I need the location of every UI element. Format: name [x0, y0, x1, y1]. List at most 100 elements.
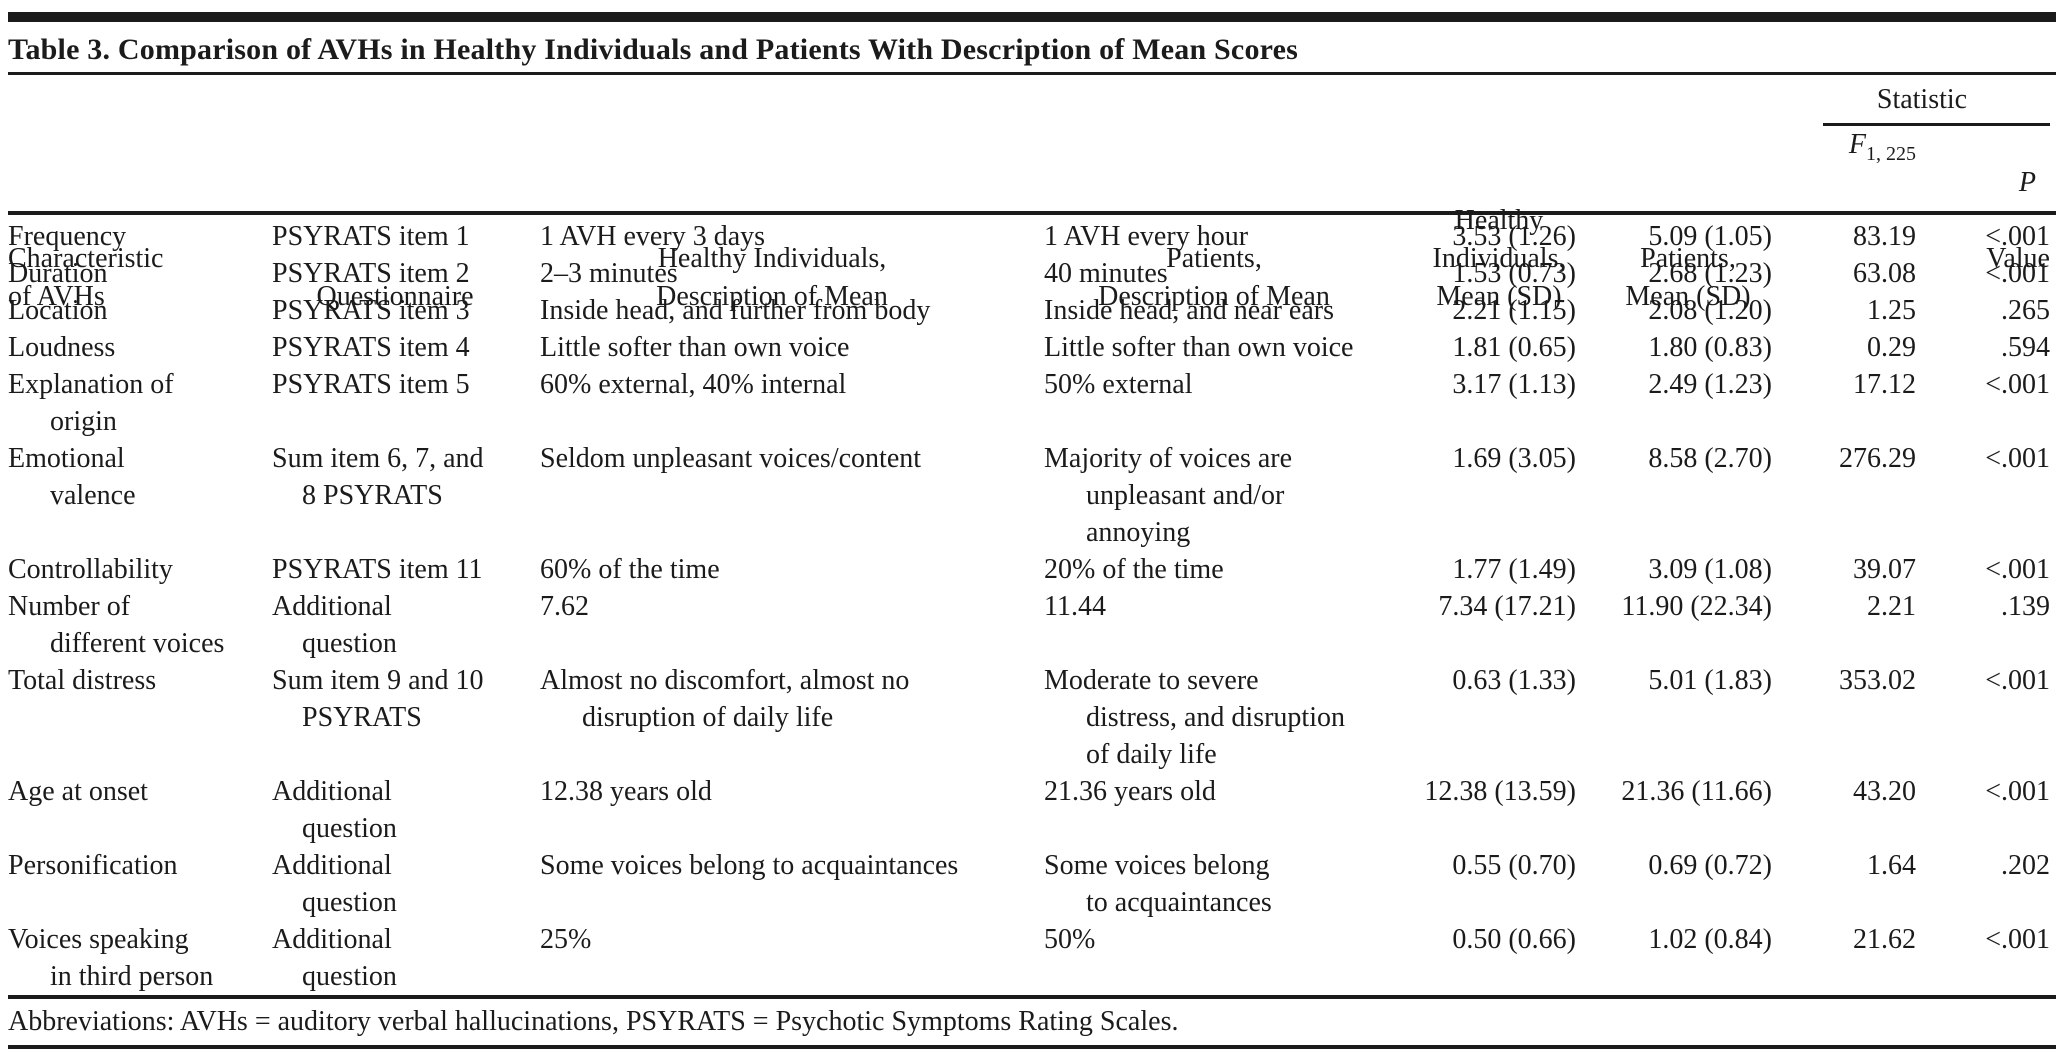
- cell-p-value: .202: [2001, 850, 2050, 881]
- cell-patients-description: 50% external: [1044, 369, 1193, 400]
- cell-p-value: <.001: [1985, 776, 2050, 807]
- table-row: Age at onset Additional question 12.38 y…: [8, 773, 2056, 847]
- cell-healthy-description: Inside head, and further from body: [540, 295, 931, 326]
- cell-f-statistic: 1.64: [1867, 850, 1916, 881]
- statistic-spanner-rule: [1823, 123, 2050, 126]
- cell-questionnaire: PSYRATS item 2: [272, 258, 470, 289]
- cell-f-statistic: 276.29: [1839, 443, 1916, 474]
- cell-healthy-mean-sd: 0.55 (0.70): [1452, 850, 1576, 881]
- bottom-rule: [8, 1045, 2056, 1049]
- cell-healthy-mean-sd: 3.53 (1.26): [1452, 221, 1576, 252]
- cell-characteristic: Controllability: [8, 554, 173, 585]
- cell-healthy-mean-sd: 0.63 (1.33): [1452, 665, 1576, 696]
- cell-healthy-mean-sd: 3.17 (1.13): [1452, 369, 1576, 400]
- statistic-subheaders: F1, 225 P Value: [1788, 126, 2056, 322]
- cell-patients-mean-sd: 2.08 (1.20): [1648, 295, 1772, 326]
- table-body: Frequency PSYRATS item 1 1 AVH every 3 d…: [8, 215, 2056, 995]
- table-row: Emotional valence Sum item 6, 7, and 8 P…: [8, 440, 2056, 551]
- cell-healthy-description: 12.38 years old: [540, 776, 712, 807]
- cell-f-statistic: 63.08: [1853, 258, 1916, 289]
- cell-f-statistic: 353.02: [1839, 665, 1916, 696]
- table-row: Total distress Sum item 9 and 10 PSYRATS…: [8, 662, 2056, 773]
- cell-patients-mean-sd: 2.49 (1.23): [1648, 369, 1772, 400]
- cell-healthy-description: 1 AVH every 3 days: [540, 221, 766, 252]
- table-row: Controllability PSYRATS item 11 60% of t…: [8, 551, 2056, 588]
- cell-f-statistic: 39.07: [1853, 554, 1916, 585]
- cell-healthy-description: 60% of the time: [540, 554, 720, 585]
- cell-f-statistic: 83.19: [1853, 221, 1916, 252]
- cell-characteristic: Loudness: [8, 332, 116, 363]
- cell-patients-description: 40 minutes: [1044, 258, 1168, 289]
- cell-characteristic: Voices speaking in third person: [8, 924, 214, 992]
- cell-characteristic: Emotional valence: [8, 443, 136, 511]
- cell-p-value: <.001: [1985, 443, 2050, 474]
- cell-patients-description: 1 AVH every hour: [1044, 221, 1249, 252]
- cell-healthy-mean-sd: 1.77 (1.49): [1452, 554, 1576, 585]
- cell-f-statistic: 2.21: [1867, 591, 1916, 622]
- col-header-healthy-mean: Healthy Individuals, Mean (SD): [1432, 205, 1566, 312]
- table-row: Frequency PSYRATS item 1 1 AVH every 3 d…: [8, 218, 2056, 255]
- table-header: Characteristic of AVHs Questionnaire Hea…: [8, 75, 2056, 312]
- cell-patients-description: Little softer than own voice: [1044, 332, 1354, 363]
- cell-healthy-mean-sd: 1.69 (3.05): [1452, 443, 1576, 474]
- cell-healthy-description: 2–3 minutes: [540, 258, 678, 289]
- cell-questionnaire: Additional question: [272, 924, 397, 992]
- table-row: Number of different voices Additional qu…: [8, 588, 2056, 662]
- cell-characteristic: Number of different voices: [8, 591, 225, 659]
- cell-patients-mean-sd: 1.80 (0.83): [1648, 332, 1772, 363]
- cell-questionnaire: Additional question: [272, 776, 397, 844]
- cell-patients-mean-sd: 5.01 (1.83): [1648, 665, 1772, 696]
- cell-patients-description: 21.36 years old: [1044, 776, 1216, 807]
- cell-questionnaire: Additional question: [272, 591, 397, 659]
- f-degrees-of-freedom: 1, 225: [1866, 143, 1916, 165]
- col-header-questionnaire: Questionnaire: [316, 281, 474, 312]
- cell-healthy-description: Little softer than own voice: [540, 332, 850, 363]
- cell-f-statistic: 0.29: [1867, 332, 1916, 363]
- cell-patients-mean-sd: 5.09 (1.05): [1648, 221, 1772, 252]
- p-value-word: Value: [1986, 243, 2050, 274]
- paper-table: Table 3. Comparison of AVHs in Healthy I…: [0, 12, 2064, 1049]
- col-header-f-statistic: F1, 225: [1788, 126, 1920, 322]
- cell-f-statistic: 43.20: [1853, 776, 1916, 807]
- cell-patients-description: 50%: [1044, 924, 1096, 955]
- cell-healthy-description: 60% external, 40% internal: [540, 369, 847, 400]
- cell-f-statistic: 1.25: [1867, 295, 1916, 326]
- cell-healthy-description: 25%: [540, 924, 592, 955]
- cell-characteristic: Frequency: [8, 221, 127, 252]
- cell-p-value: <.001: [1985, 924, 2050, 955]
- cell-questionnaire: Additional question: [272, 850, 397, 918]
- cell-characteristic: Location: [8, 295, 108, 326]
- col-header-healthy-description: Healthy Individuals, Description of Mean: [656, 243, 888, 312]
- col-header-characteristic: Characteristic of AVHs: [8, 243, 164, 312]
- cell-p-value: <.001: [1985, 665, 2050, 696]
- cell-patients-mean-sd: 8.58 (2.70): [1648, 443, 1772, 474]
- cell-patients-description: Inside head, and near ears: [1044, 295, 1334, 326]
- cell-p-value: .139: [2001, 591, 2050, 622]
- cell-questionnaire: PSYRATS item 3: [272, 295, 470, 326]
- table-row: Location PSYRATS item 3 Inside head, and…: [8, 292, 2056, 329]
- cell-healthy-mean-sd: 2.21 (1.15): [1452, 295, 1576, 326]
- cell-healthy-description: 7.62: [540, 591, 589, 622]
- top-rule: [8, 12, 2056, 22]
- cell-f-statistic: 21.62: [1853, 924, 1916, 955]
- table-row: Personification Additional question Some…: [8, 847, 2056, 921]
- cell-characteristic: Duration: [8, 258, 108, 289]
- cell-patients-description: Majority of voices are unpleasant and/or…: [1044, 443, 1293, 548]
- cell-healthy-mean-sd: 1.53 (0.73): [1452, 258, 1576, 289]
- cell-p-value: .265: [2001, 295, 2050, 326]
- cell-questionnaire: PSYRATS item 4: [272, 332, 470, 363]
- cell-healthy-mean-sd: 0.50 (0.66): [1452, 924, 1576, 955]
- cell-characteristic: Explanation of origin: [8, 369, 174, 437]
- cell-characteristic: Age at onset: [8, 776, 148, 807]
- cell-questionnaire: Sum item 9 and 10 PSYRATS: [272, 665, 484, 733]
- table-row: Explanation of origin PSYRATS item 5 60%…: [8, 366, 2056, 440]
- cell-characteristic: Total distress: [8, 665, 157, 696]
- col-header-p-value: P Value: [1920, 126, 2056, 322]
- cell-p-value: .594: [2001, 332, 2050, 363]
- cell-p-value: <.001: [1985, 554, 2050, 585]
- cell-p-value: <.001: [1985, 369, 2050, 400]
- col-group-statistic: Statistic F1, 225 P Value: [1788, 75, 2056, 322]
- p-symbol: P: [2018, 167, 2036, 198]
- cell-healthy-description: Some voices belong to acquaintances: [540, 850, 959, 881]
- f-symbol: F: [1848, 129, 1866, 160]
